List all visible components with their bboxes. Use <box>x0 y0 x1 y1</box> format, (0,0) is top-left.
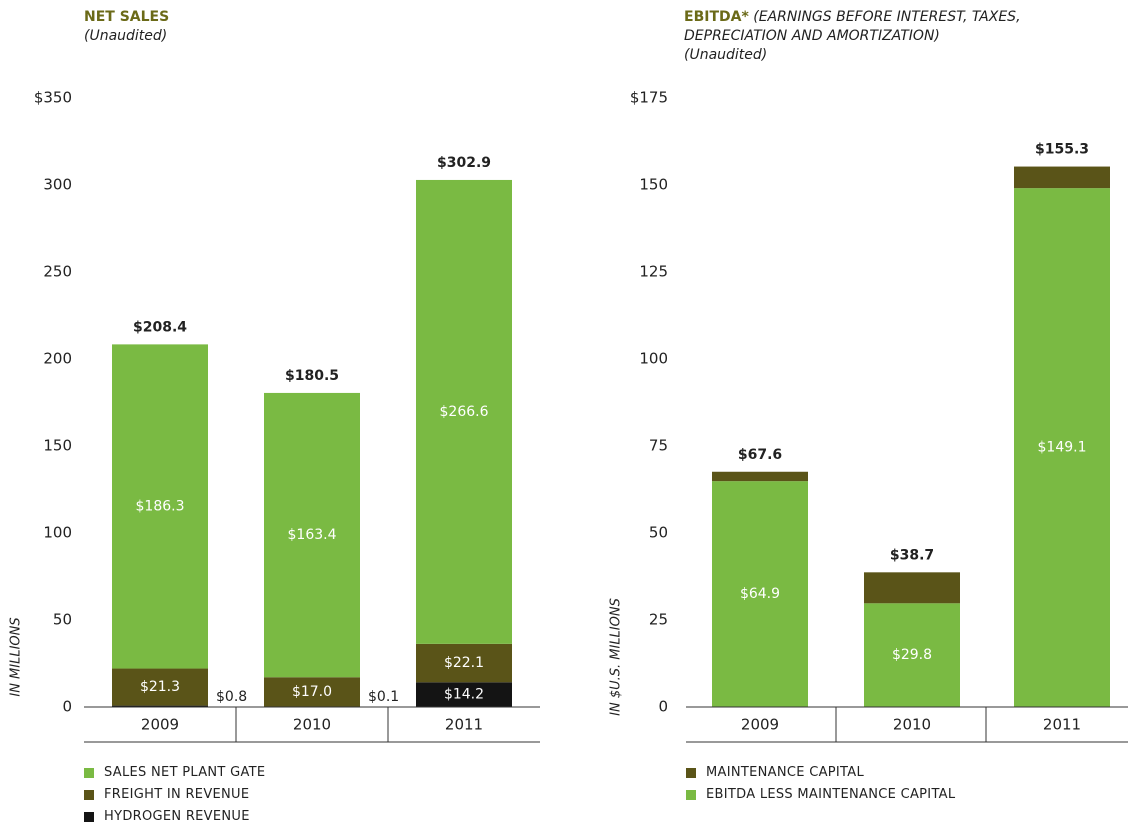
legend: MAINTENANCE CAPITAL EBITDA LESS MAINTENAN… <box>686 762 955 806</box>
value-label: $186.3 <box>136 498 185 514</box>
chart-header: EBITDA* (EARNINGS BEFORE INTEREST, TAXES… <box>684 8 1124 65</box>
value-label: $149.1 <box>1038 440 1087 456</box>
legend-swatch <box>84 812 94 822</box>
bar-segment <box>1014 166 1110 189</box>
legend-label: EBITDA LESS MAINTENANCE CAPITAL <box>706 787 956 802</box>
y-tick-label: 25 <box>649 611 668 629</box>
legend-label: SALES NET PLANT GATE <box>104 765 266 780</box>
y-tick-label: $175 <box>630 89 668 107</box>
legend-label: MAINTENANCE CAPITAL <box>706 765 864 780</box>
legend-item: MAINTENANCE CAPITAL <box>686 762 955 784</box>
title-line: EBITDA* (EARNINGS BEFORE INTEREST, TAXES… <box>684 8 1124 46</box>
legend-item: HYDROGEN REVENUE <box>84 806 265 824</box>
value-label: $266.6 <box>440 404 489 420</box>
value-label: $64.9 <box>740 586 780 602</box>
legend-swatch <box>686 790 696 800</box>
bar-segment <box>864 572 960 604</box>
x-tick-label: 2011 <box>445 716 483 734</box>
bar-segment <box>712 481 808 707</box>
chart-header: NET SALES (Unaudited) <box>84 8 384 46</box>
value-label: $22.1 <box>444 655 484 671</box>
x-tick-label: 2010 <box>893 716 931 734</box>
y-tick-label: $350 <box>34 89 72 107</box>
legend-swatch <box>84 768 94 778</box>
y-tick-label: 125 <box>639 263 668 281</box>
y-tick-label: 300 <box>43 176 72 194</box>
y-tick-label: 75 <box>649 437 668 455</box>
value-label: $0.8 <box>216 689 247 705</box>
bar-segment <box>712 471 808 482</box>
y-tick-label: 250 <box>43 263 72 281</box>
legend-swatch <box>84 790 94 800</box>
x-tick-label: 2010 <box>293 716 331 734</box>
value-label: $29.8 <box>892 647 932 663</box>
x-tick-label: 2009 <box>741 716 779 734</box>
value-label: $163.4 <box>288 527 337 543</box>
total-label: $38.7 <box>890 547 934 563</box>
y-tick-label: 50 <box>53 611 72 629</box>
value-label: $0.1 <box>368 689 399 705</box>
chart-title: EBITDA* <box>684 9 749 25</box>
y-tick-label: 150 <box>639 176 668 194</box>
total-label: $155.3 <box>1035 142 1089 158</box>
y-tick-label: 0 <box>658 698 668 716</box>
legend-swatch <box>686 768 696 778</box>
x-tick-label: 2011 <box>1043 716 1081 734</box>
legend: SALES NET PLANT GATE FREIGHT IN REVENUE HY… <box>84 762 265 824</box>
legend-item: FREIGHT IN REVENUE <box>84 784 265 806</box>
chart-title: NET SALES <box>84 9 170 25</box>
title-line: NET SALES <box>84 8 384 27</box>
y-axis-label: IN $U.S. MILLIONS <box>609 598 624 716</box>
total-label: $302.9 <box>437 155 491 171</box>
y-tick-label: 0 <box>62 698 72 716</box>
value-label: $17.0 <box>292 684 332 700</box>
title-note: (EARNINGS BEFORE INTEREST, TAXES, DEPREC… <box>684 9 1021 44</box>
chart-subtitle: (Unaudited) <box>84 28 168 44</box>
legend-item: SALES NET PLANT GATE <box>84 762 265 784</box>
y-tick-label: 200 <box>43 350 72 368</box>
bar-segment <box>112 668 208 706</box>
chart-subtitle: (Unaudited) <box>684 47 768 63</box>
bar-segment <box>112 705 208 707</box>
bar-segment <box>416 179 512 644</box>
bar-segment <box>112 344 208 669</box>
bar-segment <box>864 603 960 707</box>
legend-item: EBITDA LESS MAINTENANCE CAPITAL <box>686 784 955 806</box>
bar-segment <box>416 643 512 683</box>
y-axis-label: IN MILLIONS <box>9 617 24 696</box>
total-label: $180.5 <box>285 368 339 384</box>
y-tick-label: 50 <box>649 524 668 542</box>
y-tick-label: 100 <box>639 350 668 368</box>
total-label: $208.4 <box>133 319 187 335</box>
value-label: $14.2 <box>444 687 484 703</box>
bar-segment <box>416 682 512 707</box>
legend-label: HYDROGEN REVENUE <box>104 809 250 824</box>
bar-segment <box>1014 188 1110 707</box>
x-tick-label: 2009 <box>141 716 179 734</box>
y-tick-label: 100 <box>43 524 72 542</box>
y-tick-label: 150 <box>43 437 72 455</box>
total-label: $67.6 <box>738 447 782 463</box>
value-label: $21.3 <box>140 679 180 695</box>
legend-label: FREIGHT IN REVENUE <box>104 787 250 802</box>
bar-segment <box>264 677 360 707</box>
bar-segment <box>264 392 360 678</box>
